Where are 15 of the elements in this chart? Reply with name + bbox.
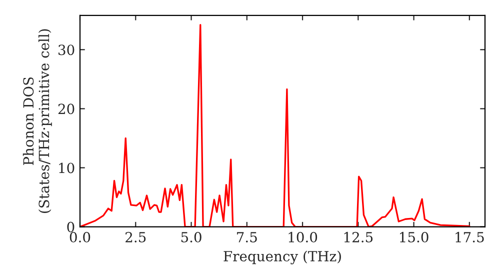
line-series — [80, 24, 470, 227]
x-tick-label: 7.5 — [237, 232, 257, 242]
y-tick-label: 0 — [67, 222, 74, 232]
y-tick-label: 30 — [58, 44, 74, 56]
y-tick-label: 20 — [58, 104, 74, 114]
y-axis-title: Phonon DOS (States/THz·primitive cell) — [22, 29, 52, 213]
y-tick-label: 10 — [59, 162, 74, 174]
x-tick-label: 17.5 — [456, 232, 484, 242]
x-tick-label: 10.0 — [288, 232, 318, 242]
x-axis-title: Frequency (THz) — [224, 250, 341, 264]
x-tick-label: 0.0 — [70, 232, 90, 242]
x-tick-label: 2.5 — [126, 232, 146, 242]
x-tick-label: 15.0 — [400, 232, 428, 242]
x-tick-label: 12.5 — [344, 232, 373, 242]
x-tick-label: 5.0 — [181, 232, 202, 242]
